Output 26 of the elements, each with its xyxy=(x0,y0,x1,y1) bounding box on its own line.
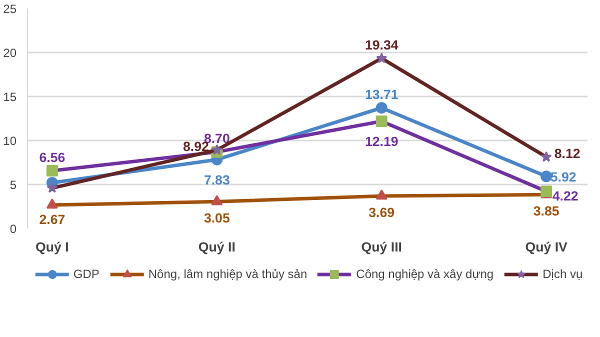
data-label: 12.19 xyxy=(364,134,398,150)
legend-label: Nông, lâm nghiệp và thủy sản xyxy=(148,267,308,281)
y-tick-label: 5 xyxy=(10,178,17,192)
data-label: 7.83 xyxy=(204,172,230,188)
data-label: 2.67 xyxy=(39,212,66,228)
x-tick-label: Quý II xyxy=(198,240,236,254)
y-tick-label: 15 xyxy=(3,90,17,104)
legend-label: Dịch vụ xyxy=(542,267,583,281)
x-tick-label: Quý I xyxy=(36,240,69,254)
x-tick-label: Quý III xyxy=(361,240,402,254)
data-label: 5.92 xyxy=(550,169,576,184)
data-label: 4.22 xyxy=(552,188,578,204)
data-label: 3.69 xyxy=(368,205,395,220)
y-tick-label: 25 xyxy=(3,2,17,16)
y-tick-label: 0 xyxy=(10,222,17,236)
data-label: 13.71 xyxy=(364,86,399,102)
x-tick-label: Quý IV xyxy=(525,240,568,254)
data-label: 3.85 xyxy=(533,204,560,219)
data-label: 6.56 xyxy=(39,150,66,165)
data-label: 19.34 xyxy=(364,37,399,52)
legend-label: GDP xyxy=(73,267,100,281)
data-label: 3.05 xyxy=(204,210,230,226)
y-tick-label: 10 xyxy=(3,134,17,148)
data-label: 8.12 xyxy=(554,146,580,162)
legend-label: Công nghiệp và xây dựng xyxy=(356,267,494,281)
y-tick-label: 20 xyxy=(3,46,17,60)
